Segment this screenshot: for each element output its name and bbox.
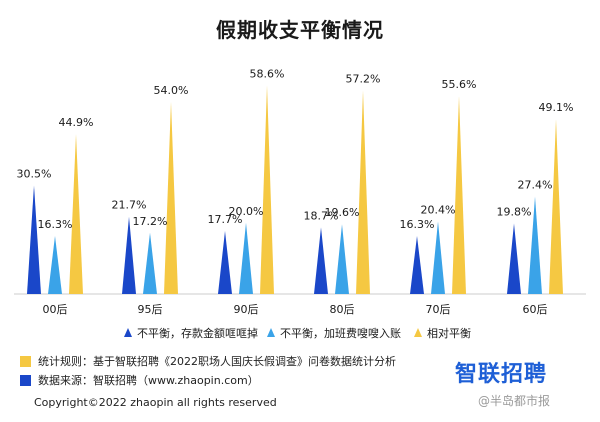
bar-chart: 30.5% 16.3% 44.9% 21.7% 17.2% 54.0% 17.7%20.0%… [14, 67, 586, 340]
value-label-2-0: 17.7% [208, 213, 243, 226]
data-source-note: 数据来源：智联招聘（www.zhaopin.com） [20, 372, 259, 388]
value-label-3-0: 18.7% [304, 209, 339, 222]
copyright-text: Copyright©2022 zhaopin all rights reserv… [34, 396, 277, 409]
value-label-2-2: 58.6% [250, 67, 285, 80]
value-label-4-2: 55.6% [442, 78, 477, 91]
value-label-5-1: 27.4% [518, 178, 553, 191]
bar-4-2 [452, 96, 466, 295]
bar-1-2 [164, 101, 178, 294]
value-label-3-1: 19.6% [325, 206, 360, 219]
category-label-0: 00后 [43, 303, 68, 316]
bar-3-0 [314, 227, 328, 294]
watermark-text: @半岛都市报 [478, 394, 551, 408]
bar-0-2 [69, 134, 83, 294]
data-source-text: 数据来源：智联招聘（www.zhaopin.com） [38, 374, 259, 387]
bar-5-1 [528, 196, 542, 294]
legend-marker-0 [124, 328, 132, 337]
bar-0-0 [27, 185, 41, 294]
value-label-4-1: 20.4% [421, 203, 456, 216]
bar-0-1 [48, 235, 62, 294]
zhaopin-logo: 智联招聘 [455, 362, 548, 387]
bar-4-0 [410, 235, 424, 294]
category-label-5: 60后 [523, 303, 548, 316]
value-label-1-1: 17.2% [133, 215, 168, 228]
bar-2-1 [239, 222, 253, 294]
value-label-3-2: 57.2% [346, 72, 381, 85]
value-label-0-0: 30.5% [17, 167, 52, 180]
value-label-1-2: 54.0% [154, 84, 189, 97]
bar-4-1 [431, 221, 445, 294]
stat-rule-text: 统计规则：基于智联招聘《2022职场人国庆长假调查》问卷数据统计分析 [38, 355, 396, 368]
chart-title: 假期收支平衡情况 [216, 18, 384, 42]
category-label-2: 90后 [234, 303, 259, 316]
bar-2-0 [218, 230, 232, 294]
legend-label-1: 不平衡，加班费嗖嗖入账 [280, 327, 401, 340]
legend-label-2: 相对平衡 [427, 326, 471, 340]
category-label-1: 95后 [138, 303, 163, 316]
bar-1-0 [122, 216, 136, 294]
bar-1-1 [143, 232, 157, 294]
value-label-5-2: 49.1% [539, 101, 574, 114]
value-label-5-0: 19.8% [497, 206, 532, 219]
legend-label-0: 不平衡，存款金额哐哐掉 [137, 326, 258, 340]
value-label-1-0: 21.7% [112, 199, 147, 212]
data-source-swatch [20, 374, 31, 386]
bar-3-2 [356, 90, 370, 294]
bar-5-0 [507, 223, 521, 294]
legend-marker-2 [414, 328, 422, 337]
bar-5-2 [549, 119, 563, 294]
legend-marker-1 [267, 328, 275, 337]
bar-2-2 [260, 85, 274, 294]
value-label-0-1: 16.3% [38, 218, 73, 231]
bar-3-1 [335, 224, 349, 294]
category-label-3: 80后 [330, 303, 355, 316]
value-label-2-1: 20.0% [229, 205, 264, 218]
stat-rule-swatch [20, 355, 31, 367]
category-label-4: 70后 [426, 303, 451, 316]
value-label-4-0: 16.3% [400, 218, 435, 231]
stat-rule-note: 统计规则：基于智联招聘《2022职场人国庆长假调查》问卷数据统计分析 [20, 353, 396, 369]
value-label-0-2: 44.9% [59, 116, 94, 129]
